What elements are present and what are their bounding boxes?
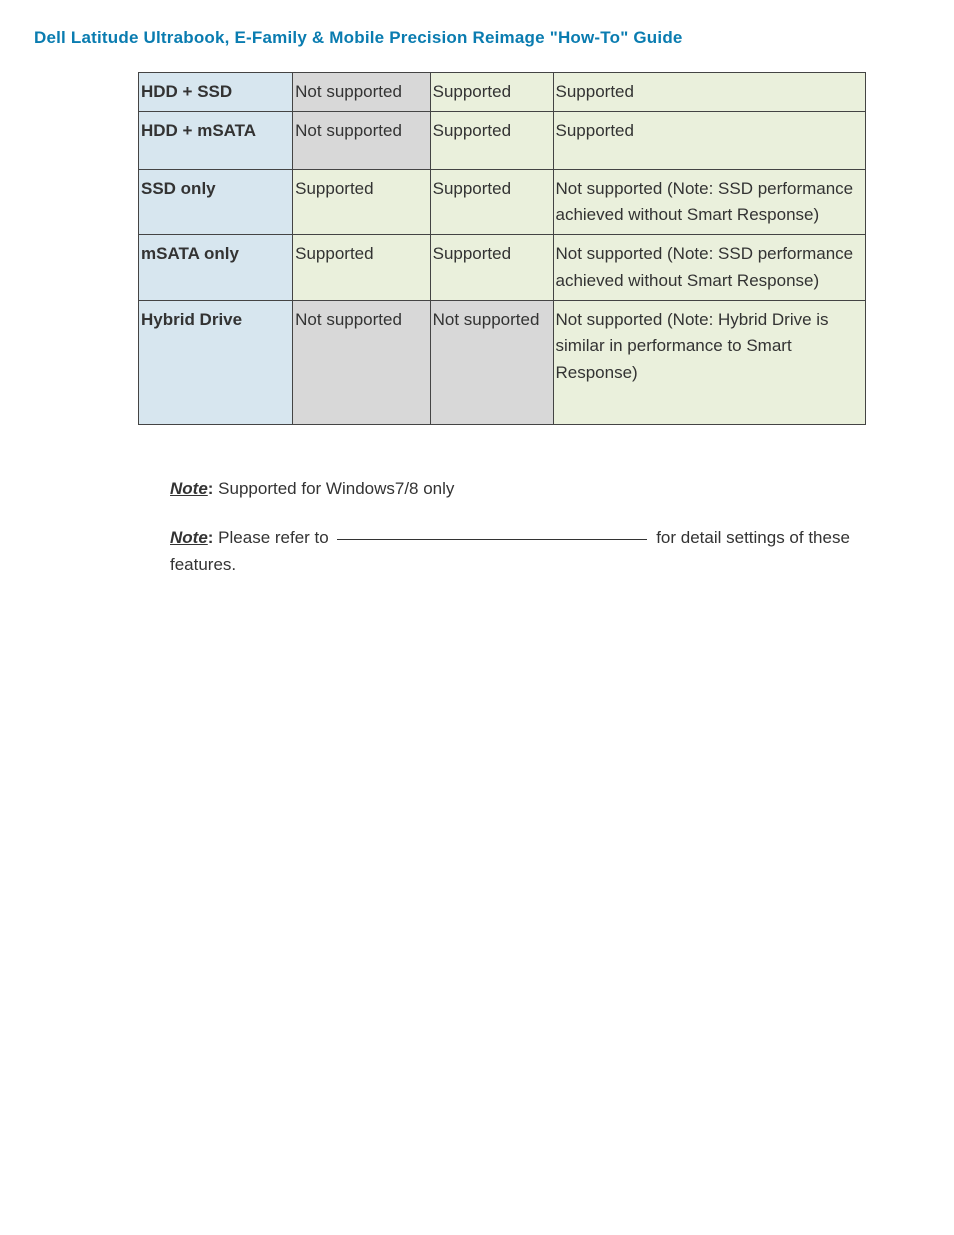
row-header: Hybrid Drive bbox=[139, 301, 293, 425]
notes-section: Note: Supported for Windows7/8 only Note… bbox=[170, 475, 866, 579]
table-row: mSATA only Supported Supported Not suppo… bbox=[139, 235, 866, 301]
note-line-1: Note: Supported for Windows7/8 only bbox=[170, 475, 866, 502]
cell: Supported bbox=[430, 169, 553, 235]
table-row: HDD + SSD Not supported Supported Suppor… bbox=[139, 73, 866, 112]
table-row: HDD + mSATA Not supported Supported Supp… bbox=[139, 112, 866, 169]
note-line-2: Note: Please refer to for detail setting… bbox=[170, 524, 866, 578]
cell: Not supported (Note: SSD performance ach… bbox=[553, 235, 866, 301]
row-header: HDD + SSD bbox=[139, 73, 293, 112]
cell: Not supported bbox=[293, 301, 430, 425]
table-row: Hybrid Drive Not supported Not supported… bbox=[139, 301, 866, 425]
cell: Not supported (Note: SSD performance ach… bbox=[553, 169, 866, 235]
cell: Supported bbox=[293, 169, 430, 235]
cell: Supported bbox=[430, 235, 553, 301]
row-header: HDD + mSATA bbox=[139, 112, 293, 169]
cell: Supported bbox=[293, 235, 430, 301]
row-header: SSD only bbox=[139, 169, 293, 235]
note-prefix: Please refer to bbox=[213, 528, 333, 547]
cell: Not supported bbox=[293, 112, 430, 169]
note-label: Note bbox=[170, 479, 208, 498]
row-header: mSATA only bbox=[139, 235, 293, 301]
cell: Supported bbox=[553, 112, 866, 169]
cell: Not supported bbox=[293, 73, 430, 112]
page-title: Dell Latitude Ultrabook, E-Family & Mobi… bbox=[34, 28, 920, 48]
table-row: SSD only Supported Supported Not support… bbox=[139, 169, 866, 235]
cell: Not supported (Note: Hybrid Drive is sim… bbox=[553, 301, 866, 425]
note-text: Supported for Windows7/8 only bbox=[213, 479, 454, 498]
cell: Not supported bbox=[430, 301, 553, 425]
cell: Supported bbox=[430, 73, 553, 112]
content-area: HDD + SSD Not supported Supported Suppor… bbox=[138, 72, 866, 579]
support-matrix-table: HDD + SSD Not supported Supported Suppor… bbox=[138, 72, 866, 425]
cell: Supported bbox=[553, 73, 866, 112]
blank-underline bbox=[337, 539, 647, 540]
cell: Supported bbox=[430, 112, 553, 169]
note-label: Note bbox=[170, 528, 208, 547]
